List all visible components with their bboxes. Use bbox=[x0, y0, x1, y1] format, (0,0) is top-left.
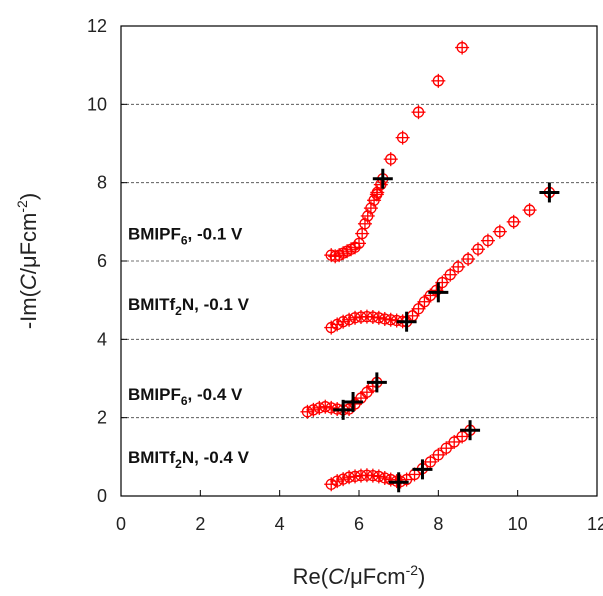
data-point bbox=[439, 441, 454, 456]
data-point bbox=[306, 402, 321, 417]
data-point bbox=[363, 201, 378, 216]
data-point bbox=[480, 233, 495, 248]
highlight-marker bbox=[388, 472, 409, 493]
highlight-marker bbox=[396, 311, 417, 332]
data-point bbox=[342, 312, 357, 327]
gridlines bbox=[121, 103, 597, 419]
series-4 bbox=[324, 420, 481, 493]
x-tick-label: 0 bbox=[116, 514, 126, 534]
data-point bbox=[365, 310, 380, 325]
y-tick-label: 12 bbox=[87, 16, 107, 36]
data-point bbox=[423, 454, 438, 469]
highlight-marker bbox=[460, 420, 481, 441]
data-point bbox=[522, 203, 537, 218]
y-tick-label: 0 bbox=[97, 486, 107, 506]
data-point bbox=[360, 208, 375, 223]
data-point bbox=[447, 434, 462, 449]
data-point bbox=[342, 470, 357, 485]
data-point bbox=[429, 283, 444, 298]
data-point bbox=[330, 317, 345, 332]
data-point bbox=[365, 468, 380, 483]
data-point bbox=[471, 242, 485, 257]
highlight-marker bbox=[343, 392, 364, 412]
data-point bbox=[348, 396, 363, 411]
highlight-marker bbox=[412, 459, 433, 480]
data-point bbox=[348, 310, 363, 325]
data-point bbox=[371, 469, 386, 484]
series-annotations: BMIPF6, -0.1 V BMITf2N, -0.1 V BMIPF6, -0.… bbox=[128, 225, 250, 471]
series-1 bbox=[324, 40, 470, 264]
data-point bbox=[417, 294, 432, 309]
series-annotation: BMITf2N, -0.1 V bbox=[128, 295, 250, 318]
series-annotation: BMITf2N, -0.4 V bbox=[128, 448, 250, 471]
y-tick-label: 6 bbox=[97, 251, 107, 271]
data-point bbox=[359, 385, 374, 400]
y-axis-label: -Im(C/μFcm-2) bbox=[14, 193, 41, 329]
data-point bbox=[300, 404, 315, 419]
highlight-marker bbox=[428, 282, 449, 303]
data-point bbox=[431, 73, 446, 88]
x-tick-label: 12 bbox=[587, 514, 603, 534]
data-point bbox=[324, 477, 339, 492]
series-3 bbox=[300, 372, 387, 420]
highlight-marker bbox=[372, 168, 393, 189]
y-tick-label: 8 bbox=[97, 173, 107, 193]
data-point bbox=[369, 187, 384, 202]
data-point bbox=[506, 214, 521, 229]
data-point bbox=[318, 399, 333, 414]
data-point bbox=[377, 311, 392, 326]
data-point bbox=[367, 193, 382, 208]
x-tick-label: 4 bbox=[275, 514, 285, 534]
y-tick-label: 10 bbox=[87, 94, 107, 114]
data-point bbox=[336, 314, 351, 329]
highlight-marker bbox=[539, 182, 560, 203]
data-point bbox=[411, 105, 426, 120]
data-point bbox=[330, 474, 345, 489]
x-axis-label: Re(C/μFcm-2) bbox=[293, 562, 426, 589]
data-point bbox=[324, 400, 339, 415]
data-point bbox=[352, 236, 366, 251]
data-point bbox=[461, 252, 476, 267]
data-point bbox=[395, 130, 410, 145]
data-point bbox=[383, 152, 398, 167]
data-point bbox=[431, 447, 446, 462]
y-tick-label: 2 bbox=[97, 408, 107, 428]
data-point bbox=[357, 216, 372, 231]
x-tick-label: 10 bbox=[508, 514, 528, 534]
x-tick-label: 2 bbox=[195, 514, 205, 534]
data-point bbox=[324, 320, 339, 335]
axis-ticks: 0 2 4 6 8 10 12 0 2 4 6 8 10 12 bbox=[87, 16, 603, 534]
data-point bbox=[383, 312, 398, 327]
data-point bbox=[371, 310, 386, 325]
data-point bbox=[455, 40, 470, 55]
data-point bbox=[399, 472, 414, 487]
x-tick-label: 8 bbox=[433, 514, 443, 534]
data-point bbox=[411, 301, 426, 316]
series-annotation: BMIPF6, -0.1 V bbox=[128, 225, 243, 248]
series-annotation: BMIPF6, -0.4 V bbox=[128, 385, 243, 408]
data-point bbox=[377, 470, 392, 485]
data-points bbox=[300, 40, 560, 493]
data-point bbox=[492, 224, 507, 239]
data-point bbox=[348, 469, 363, 484]
highlight-marker bbox=[366, 372, 387, 393]
data-point bbox=[451, 259, 466, 274]
data-point bbox=[336, 472, 351, 487]
series-2 bbox=[324, 182, 560, 335]
data-point bbox=[443, 267, 458, 282]
y-tick-label: 4 bbox=[97, 329, 107, 349]
x-tick-label: 6 bbox=[354, 514, 364, 534]
